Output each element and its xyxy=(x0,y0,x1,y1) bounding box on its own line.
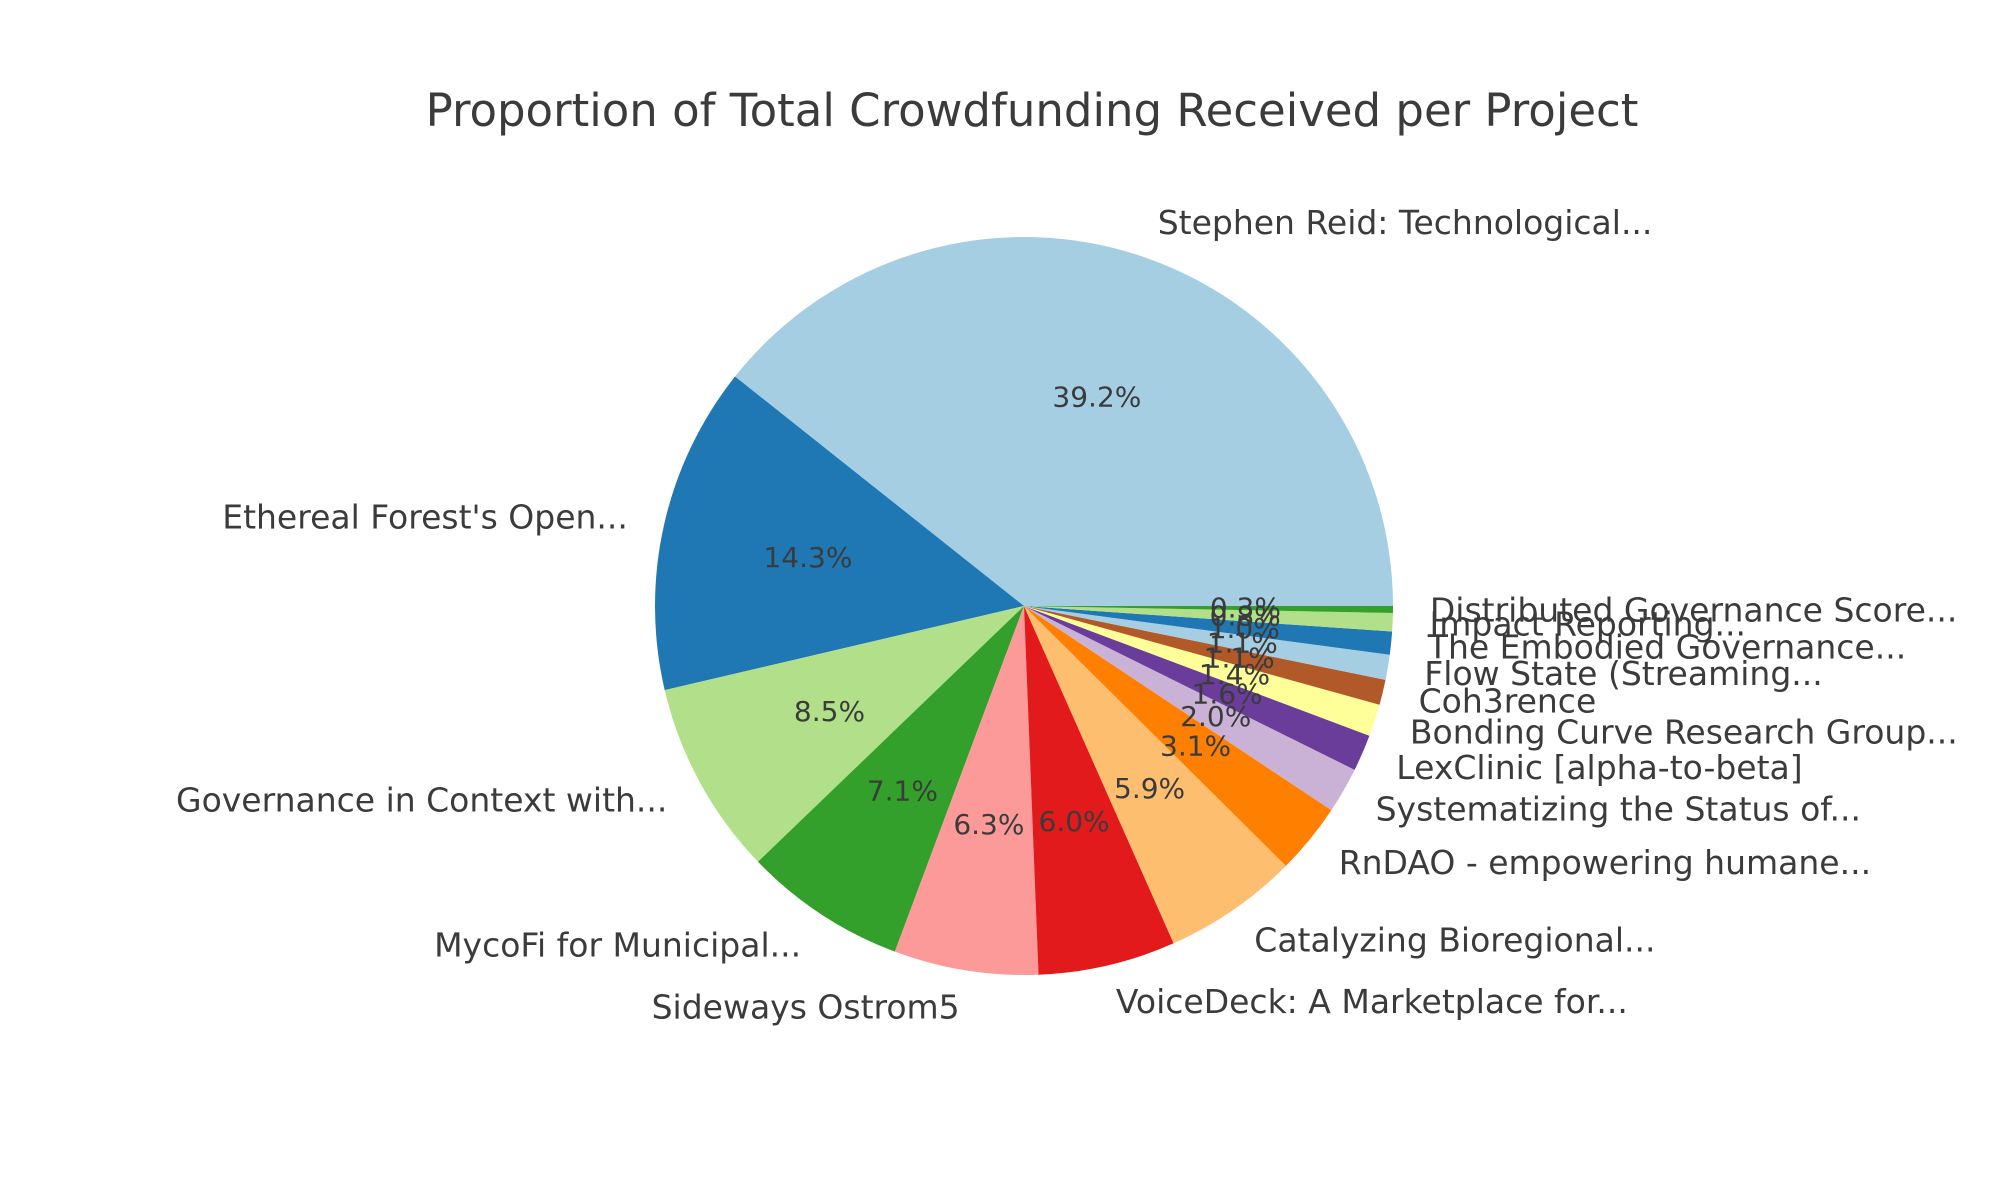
pie-slice xyxy=(1024,606,1393,613)
slice-percent: 0.8% xyxy=(1210,599,1281,632)
pie-slice xyxy=(1024,606,1386,705)
slice-label: Sideways Ostrom5 xyxy=(652,987,960,1026)
chart-title: Proportion of Total Crowdfunding Receive… xyxy=(425,84,1639,137)
slice-label: Stephen Reid: Technological... xyxy=(1158,203,1653,242)
slice-label: Systematizing the Status of... xyxy=(1376,789,1861,828)
pie-slice xyxy=(1024,606,1393,655)
pie-slice xyxy=(1024,606,1370,770)
slice-label: The Embodied Governance... xyxy=(1427,627,1906,666)
pie-slice xyxy=(1024,606,1355,811)
pie-slice xyxy=(1024,606,1380,736)
pie-slice xyxy=(894,606,1039,975)
pie-slice xyxy=(735,237,1393,606)
slice-label: Distributed Governance Score... xyxy=(1430,590,1957,629)
slice-percent: 8.5% xyxy=(794,695,865,728)
pie-slice xyxy=(664,606,1024,862)
slice-percent: 1.0% xyxy=(1209,612,1280,645)
slice-label: VoiceDeck: A Marketplace for... xyxy=(1116,982,1628,1021)
slice-label: Governance in Context with... xyxy=(176,780,667,819)
pie-slice xyxy=(1024,606,1174,975)
slice-percent: 1.6% xyxy=(1192,678,1263,711)
pie-slice xyxy=(1024,606,1390,680)
slice-percent: 1.4% xyxy=(1199,658,1270,691)
slice-percent: 2.0% xyxy=(1180,700,1251,733)
slice-percent: 3.1% xyxy=(1160,729,1231,762)
slice-percent: 1.1% xyxy=(1204,641,1275,674)
slice-percent: 39.2% xyxy=(1052,381,1141,414)
slice-label: Coh3rence xyxy=(1419,682,1597,721)
slice-label: Flow State (Streaming... xyxy=(1424,654,1822,693)
slice-label: MycoFi for Municipal... xyxy=(434,926,801,965)
slice-percent: 0.3% xyxy=(1210,592,1281,625)
slice-percent: 6.3% xyxy=(953,808,1024,841)
slice-percent: 6.0% xyxy=(1039,805,1110,838)
pie-slice xyxy=(1024,606,1332,866)
slice-label: Bonding Curve Research Group... xyxy=(1410,712,1958,751)
slice-label: Ethereal Forest's Open... xyxy=(222,498,628,537)
slice-percent: 7.1% xyxy=(867,775,938,808)
slice-percent: 5.9% xyxy=(1114,772,1185,805)
slice-label: RnDAO - empowering humane... xyxy=(1339,843,1871,882)
slice-percent: 1.1% xyxy=(1207,626,1278,659)
slice-percent: 14.3% xyxy=(764,541,853,574)
pie-slice xyxy=(1024,606,1393,632)
pie-slice xyxy=(1024,606,1286,944)
slice-label: Catalyzing Bioregional... xyxy=(1254,921,1655,960)
slice-label: Impact Reporting... xyxy=(1430,604,1747,643)
pie-slice xyxy=(655,376,1024,691)
slice-label: LexClinic [alpha-to-beta] xyxy=(1396,748,1802,787)
pie-slice xyxy=(757,606,1024,952)
